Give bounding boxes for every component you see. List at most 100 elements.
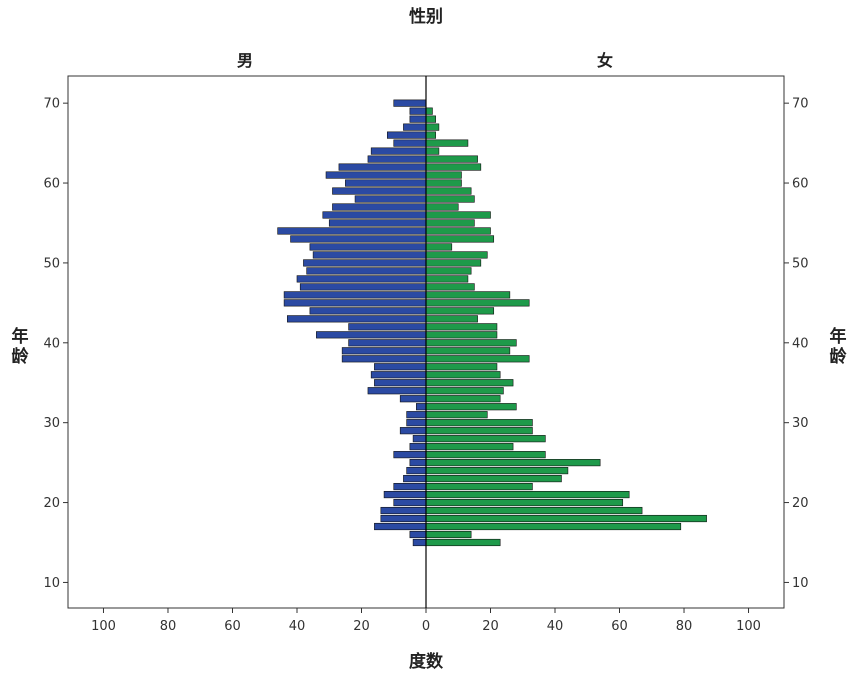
bar-female-age-17 (425, 522, 682, 531)
bar-female-age-59 (425, 187, 472, 195)
bar-male-age-28 (412, 435, 427, 443)
bar-male-age-21 (383, 490, 427, 499)
bar-female-age-67 (425, 123, 440, 131)
bar-male-age-50 (303, 259, 427, 267)
bar-male-age-54 (277, 227, 427, 235)
bar-female-age-49 (425, 267, 472, 275)
bar-female-age-18 (425, 514, 707, 523)
bar-female-age-56 (425, 211, 491, 219)
bar-male-age-42 (348, 323, 427, 331)
x-tick-label-4: 20 (353, 619, 370, 634)
bar-male-age-45 (283, 299, 427, 307)
y-tick-label-right-30: 30 (792, 416, 809, 431)
bar-female-age-22 (425, 483, 533, 491)
bar-female-age-32 (425, 403, 517, 411)
bar-male-age-57 (332, 203, 427, 211)
bar-male-age-18 (380, 514, 427, 523)
bar-male-age-46 (283, 291, 427, 299)
bar-female-age-25 (425, 459, 601, 467)
bar-male-age-43 (287, 315, 427, 323)
bar-male-age-40 (348, 339, 427, 347)
bar-male-age-68 (409, 115, 427, 123)
bar-male-age-15 (412, 538, 427, 547)
bar-female-age-62 (425, 163, 482, 171)
bar-male-age-55 (328, 219, 427, 227)
y-tick-label-right-20: 20 (792, 496, 809, 511)
bar-female-age-48 (425, 275, 469, 283)
bar-female-age-43 (425, 315, 478, 323)
bar-male-age-64 (370, 147, 427, 155)
bar-male-age-51 (312, 251, 427, 259)
bar-female-age-44 (425, 307, 495, 315)
bar-male-age-44 (309, 307, 427, 315)
bar-female-age-40 (425, 339, 517, 347)
bar-female-age-63 (425, 155, 478, 163)
bar-female-age-34 (425, 387, 504, 395)
y-axis-label-left-char-2: 龄 (12, 346, 30, 367)
x-axis: 100 80 60 40 20 0 20 40 60 80 100 (91, 608, 761, 634)
bar-female-age-64 (425, 147, 440, 155)
bar-male-age-56 (322, 211, 427, 219)
bar-female-age-35 (425, 379, 514, 387)
bar-male-age-17 (374, 522, 427, 531)
y-tick-label-left-30: 30 (43, 416, 60, 431)
bar-female-age-50 (425, 259, 482, 267)
x-tick-label-10: 100 (736, 619, 761, 634)
bar-female-age-19 (425, 506, 643, 515)
bar-male-age-20 (393, 498, 427, 507)
x-tick-label-8: 60 (611, 619, 628, 634)
bar-female-age-38 (425, 355, 530, 363)
bar-male-age-33 (399, 395, 427, 403)
y-axis-left: 10 20 30 40 50 60 70 (43, 97, 68, 591)
x-tick-label-3: 40 (289, 619, 306, 634)
bar-female-age-65 (425, 139, 469, 147)
bar-female-age-45 (425, 299, 530, 307)
bar-female-age-27 (425, 443, 514, 451)
bar-male-age-19 (380, 506, 427, 515)
y-tick-label-left-10: 10 (43, 576, 60, 591)
bar-male-age-41 (316, 331, 427, 339)
panel-label-male: 男 (237, 51, 253, 70)
bar-female-age-51 (425, 251, 488, 259)
bar-male-age-39 (341, 347, 427, 355)
bar-male-age-47 (299, 283, 427, 291)
bar-female-age-24 (425, 467, 569, 475)
bar-male-age-31 (406, 411, 427, 419)
y-axis-label-right: 年 龄 (830, 326, 848, 367)
bar-female-age-68 (425, 115, 436, 123)
x-tick-label-5: 0 (422, 619, 430, 634)
bar-male-age-58 (354, 195, 427, 203)
bar-female-age-46 (425, 291, 511, 299)
bar-male-age-67 (403, 123, 427, 131)
bar-male-age-25 (409, 459, 427, 467)
bar-female-age-55 (425, 219, 475, 227)
y-axis-label-right-char-1: 年 (830, 326, 847, 347)
bar-female-age-30 (425, 419, 533, 427)
bar-male-age-29 (399, 427, 427, 435)
bar-female-age-41 (425, 331, 498, 339)
bar-male-age-22 (393, 483, 427, 491)
bar-male-age-26 (393, 451, 427, 459)
bar-male-age-63 (367, 155, 427, 163)
bar-male-age-61 (325, 171, 427, 179)
bar-male-age-59 (332, 187, 427, 195)
bar-female-age-15 (425, 538, 501, 547)
bar-female-age-61 (425, 171, 462, 179)
x-tick-label-9: 80 (676, 619, 693, 634)
bar-male-age-48 (296, 275, 427, 283)
bar-female-age-39 (425, 347, 511, 355)
bar-female-age-29 (425, 427, 533, 435)
bar-male-age-60 (345, 179, 427, 187)
x-tick-label-7: 40 (547, 619, 564, 634)
bar-female-age-16 (425, 530, 472, 539)
bar-male-age-37 (374, 363, 427, 371)
y-axis-label-left-char-1: 年 (12, 326, 29, 347)
x-tick-label-2: 60 (224, 619, 241, 634)
bar-female-age-42 (425, 323, 498, 331)
bar-male-age-38 (341, 355, 427, 363)
x-axis-label: 度数 (409, 651, 444, 672)
bar-female-age-23 (425, 475, 562, 483)
y-tick-label-left-60: 60 (43, 177, 60, 192)
bar-female-age-60 (425, 179, 462, 187)
y-tick-label-right-50: 50 (792, 256, 809, 271)
